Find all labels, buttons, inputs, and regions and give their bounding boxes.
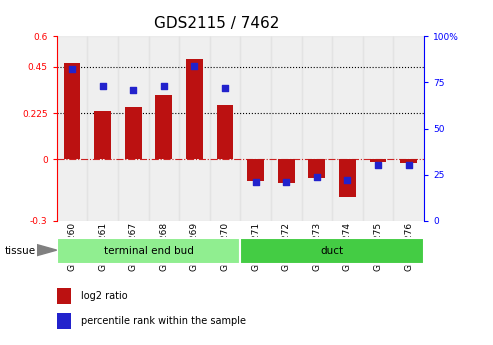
Bar [247,159,264,181]
Bar [57,288,71,304]
Bar [370,159,387,162]
Point [282,179,290,185]
Bar [363,36,393,221]
Bar [118,36,148,221]
Point [68,67,76,72]
Point [344,177,352,183]
Point [405,163,413,168]
Text: duct: duct [320,246,344,256]
Bar [241,238,424,264]
Bar [179,36,210,221]
Bar [332,36,363,221]
Bar [278,159,295,183]
Point [190,63,198,69]
Bar [216,105,234,159]
Text: tissue: tissue [5,246,36,256]
Point [99,83,106,89]
Bar [57,313,71,329]
Point [129,87,137,92]
Text: log2 ratio: log2 ratio [80,291,127,301]
Text: terminal end bud: terminal end bud [104,246,193,256]
Bar [339,159,356,197]
Point [221,85,229,91]
Bar [57,36,87,221]
Bar [125,107,141,159]
Bar [309,159,325,178]
Bar [87,36,118,221]
Bar [302,36,332,221]
Point [160,83,168,89]
Point [252,179,260,185]
Bar [64,63,80,159]
Bar [148,36,179,221]
Bar [241,36,271,221]
Polygon shape [37,245,57,256]
Point [374,163,382,168]
Point [313,174,321,179]
Bar [57,238,241,264]
Bar [210,36,240,221]
Bar [155,95,172,159]
Bar [186,59,203,159]
Text: GDS2115 / 7462: GDS2115 / 7462 [154,16,280,30]
Bar [400,159,417,164]
Bar [271,36,302,221]
Bar [393,36,424,221]
Text: percentile rank within the sample: percentile rank within the sample [80,316,246,326]
Bar [94,111,111,159]
